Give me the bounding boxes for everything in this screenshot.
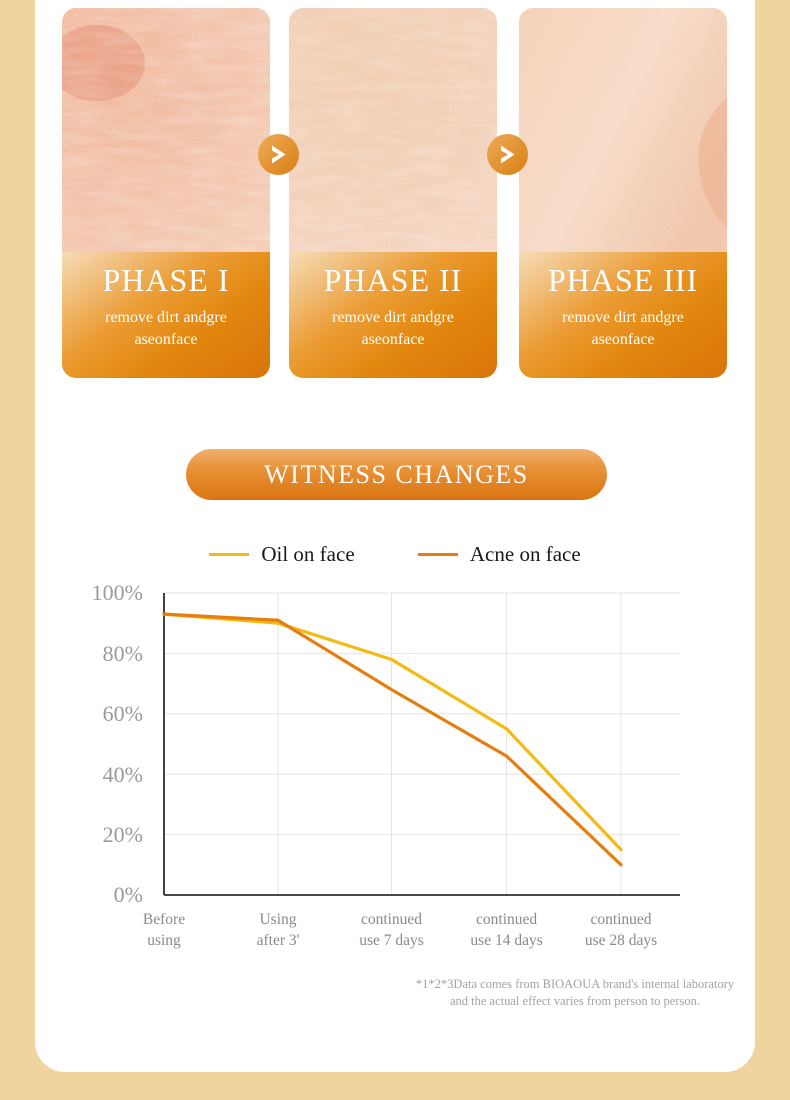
svg-text:use 14 days: use 14 days: [470, 932, 542, 949]
svg-text:use 7 days: use 7 days: [359, 932, 424, 949]
svg-text:Using: Using: [259, 911, 296, 928]
svg-text:continued: continued: [590, 911, 651, 928]
svg-text:100%: 100%: [92, 580, 143, 605]
svg-text:40%: 40%: [103, 762, 143, 787]
svg-text:continued: continued: [361, 911, 422, 928]
svg-text:20%: 20%: [103, 822, 143, 847]
svg-text:*1*2*3Data comes from BIOAOUA: *1*2*3Data comes from BIOAOUA brand's in…: [416, 977, 735, 991]
svg-text:80%: 80%: [103, 641, 143, 666]
svg-text:and the actual effect varies f: and the actual effect varies from person…: [450, 994, 700, 1008]
svg-text:continued: continued: [476, 911, 537, 928]
svg-text:after 3': after 3': [257, 932, 300, 949]
svg-text:60%: 60%: [103, 701, 143, 726]
svg-text:Before: Before: [143, 911, 185, 928]
svg-text:use 28 days: use 28 days: [585, 932, 657, 949]
svg-text:0%: 0%: [114, 882, 143, 907]
svg-text:using: using: [147, 932, 181, 949]
